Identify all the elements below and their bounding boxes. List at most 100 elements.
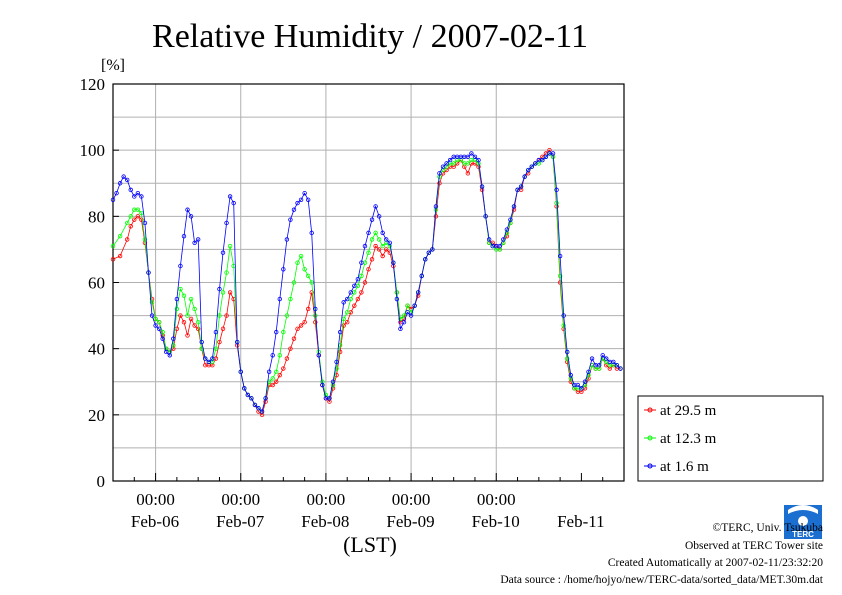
data-point [302, 190, 307, 196]
data-point [426, 250, 432, 255]
data-point [398, 326, 403, 332]
data-point [164, 349, 169, 355]
legend-label: at 29.5 m [660, 403, 717, 419]
data-point [121, 174, 126, 179]
data-point [181, 320, 187, 325]
series-1 [110, 151, 623, 414]
series-line [112, 152, 621, 413]
data-point [334, 359, 339, 365]
data-point [518, 184, 524, 189]
data-point [575, 382, 581, 388]
y-tick-label: 0 [97, 472, 106, 491]
x-time-label: 00:00 [221, 490, 260, 509]
data-point [313, 320, 318, 325]
data-point [554, 187, 559, 193]
data-point [295, 200, 300, 206]
data-point [366, 230, 371, 236]
data-point [160, 329, 165, 335]
data-point [355, 276, 361, 282]
data-point [469, 151, 474, 156]
data-point [355, 296, 361, 302]
data-point [185, 333, 190, 338]
data-point [376, 237, 382, 242]
data-point [156, 326, 162, 332]
data-point [291, 207, 297, 212]
data-point [309, 230, 314, 236]
grid-lines [113, 84, 624, 481]
data-point [366, 250, 371, 255]
data-point [345, 320, 350, 325]
data-point [337, 329, 343, 335]
data-point [256, 406, 261, 411]
data-point [600, 353, 605, 358]
data-point [274, 329, 279, 335]
data-point [181, 293, 187, 298]
data-point [281, 366, 286, 371]
footer-source: Data source : /home/hojyo/new/TERC-data/… [500, 574, 823, 586]
data-point [405, 310, 410, 315]
data-point [408, 313, 414, 318]
data-point [305, 197, 311, 202]
data-point [298, 197, 304, 202]
data-point [263, 396, 268, 401]
data-point [522, 174, 527, 179]
data-point [415, 290, 421, 295]
data-point [334, 366, 339, 371]
data-point [316, 353, 322, 358]
logo-wave-icon [788, 505, 818, 514]
x-date-label: Feb-07 [216, 512, 265, 531]
data-point [277, 353, 282, 358]
legend-marker [647, 435, 653, 441]
data-point [533, 161, 538, 166]
data-point [281, 329, 286, 335]
data-point [369, 237, 375, 242]
data-point [348, 290, 353, 295]
data-point [110, 243, 116, 249]
data-point [142, 237, 148, 242]
data-point [277, 372, 282, 378]
data-point [437, 181, 442, 186]
data-point [178, 263, 183, 269]
data-point [178, 313, 183, 318]
data-point [220, 290, 226, 295]
data-point [124, 177, 130, 183]
data-point [565, 356, 570, 361]
data-point [224, 270, 229, 275]
axes [112, 83, 625, 482]
data-point [309, 290, 314, 295]
data-point [167, 353, 172, 358]
data-point [345, 310, 350, 315]
data-point [135, 214, 141, 219]
y-tick-label: 20 [88, 406, 105, 425]
legend-label: at 12.3 m [660, 431, 717, 447]
data-point [185, 313, 190, 318]
data-point [160, 336, 165, 341]
y-tick-label: 40 [88, 340, 105, 359]
data-point [181, 233, 187, 239]
y-tick-label: 80 [88, 207, 105, 226]
data-point [220, 250, 226, 255]
legend-marker [647, 407, 653, 413]
terc-logo: TERC [784, 505, 822, 539]
data-point [135, 190, 141, 196]
data-point [142, 220, 148, 226]
data-point [529, 164, 534, 169]
data-point [284, 313, 290, 318]
data-point [213, 329, 219, 335]
data-point [188, 316, 194, 322]
data-point [476, 157, 481, 163]
data-point [220, 326, 226, 332]
data-point [401, 320, 407, 325]
data-point [419, 273, 424, 279]
footer-copyright: ©TERC, Univ. Tsukuba [713, 522, 823, 534]
data-point [217, 339, 222, 345]
tick-labels: 0 20 40 60 80 100 120 00:00 00:00 00:00 00:00 00:00… [80, 75, 605, 531]
data-point [373, 243, 378, 249]
x-time-label: 00:00 [477, 490, 516, 509]
data-point [227, 194, 233, 199]
data-point [252, 402, 258, 408]
data-point [114, 190, 119, 196]
data-point [401, 313, 407, 318]
x-date-label: Feb-08 [301, 512, 349, 531]
data-point [298, 253, 304, 259]
